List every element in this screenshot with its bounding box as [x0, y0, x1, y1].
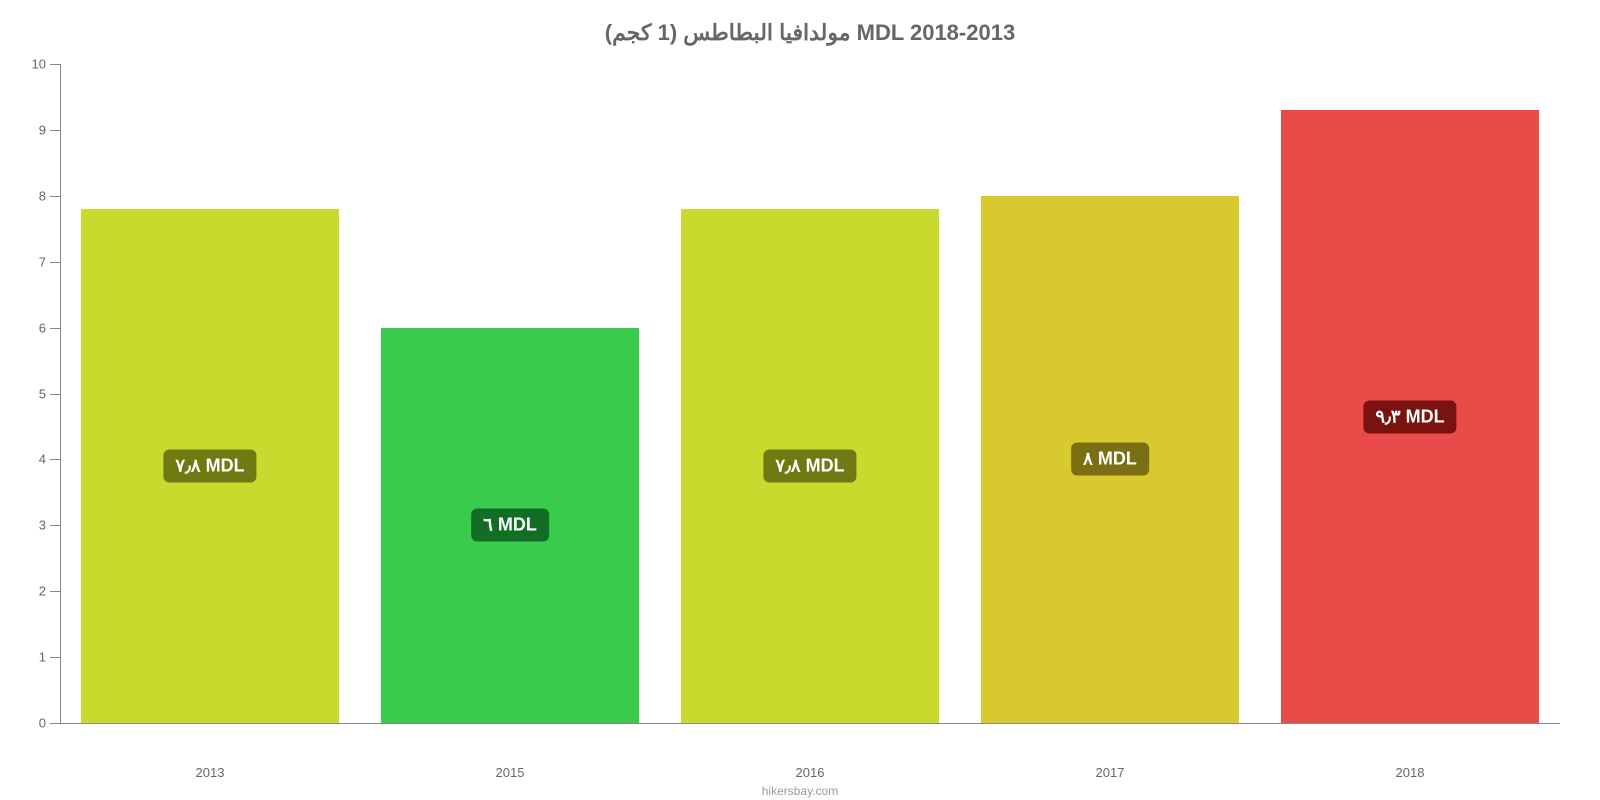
bar-slot: ٩٫٣ MDL: [1260, 64, 1560, 723]
y-tick-label: 4: [39, 452, 60, 467]
chart-container: مولدافيا البطاطس (1 كجم) MDL 2018-2013 0…: [0, 0, 1600, 800]
bars-group: ٧٫٨ MDL ٦ MDL ٧٫٨ MDL ٨ MDL ٩٫٣ MDL: [60, 64, 1560, 723]
bar-value-label: ٩٫٣ MDL: [1363, 400, 1456, 433]
y-tick-label: 10: [32, 57, 60, 72]
chart-footer: hikersbay.com: [0, 784, 1600, 798]
y-tick-label: 8: [39, 188, 60, 203]
bar-slot: ٨ MDL: [960, 64, 1260, 723]
y-tick-label: 0: [39, 716, 60, 731]
bar: ٩٫٣ MDL: [1281, 110, 1539, 723]
x-tick-label: 2016: [660, 765, 960, 780]
bar-slot: ٧٫٨ MDL: [60, 64, 360, 723]
chart-title: مولدافيا البطاطس (1 كجم) MDL 2018-2013: [60, 20, 1560, 46]
x-tick-label: 2017: [960, 765, 1260, 780]
x-tick-label: 2013: [60, 765, 360, 780]
y-tick-label: 5: [39, 386, 60, 401]
y-tick-label: 3: [39, 518, 60, 533]
y-tick-label: 9: [39, 122, 60, 137]
bar-value-label: ٧٫٨ MDL: [763, 449, 856, 482]
bar: ٧٫٨ MDL: [681, 209, 939, 723]
bar: ٦ MDL: [381, 328, 639, 723]
bar-slot: ٦ MDL: [360, 64, 660, 723]
x-axis-labels: 20132015201620172018: [60, 765, 1560, 780]
y-tick-label: 2: [39, 584, 60, 599]
bar: ٨ MDL: [981, 196, 1239, 723]
bar-value-label: ٨ MDL: [1071, 443, 1149, 476]
y-tick-label: 6: [39, 320, 60, 335]
bar-value-label: ٦ MDL: [471, 509, 549, 542]
y-tick-label: 7: [39, 254, 60, 269]
x-tick-label: 2015: [360, 765, 660, 780]
x-tick-label: 2018: [1260, 765, 1560, 780]
bar-slot: ٧٫٨ MDL: [660, 64, 960, 723]
plot-area: 012345678910 ٧٫٨ MDL٦ MDL٧٫٨ MDL٨ MDL٩٫٣…: [60, 64, 1560, 724]
y-tick-label: 1: [39, 650, 60, 665]
bar: ٧٫٨ MDL: [81, 209, 339, 723]
bar-value-label: ٧٫٨ MDL: [163, 449, 256, 482]
